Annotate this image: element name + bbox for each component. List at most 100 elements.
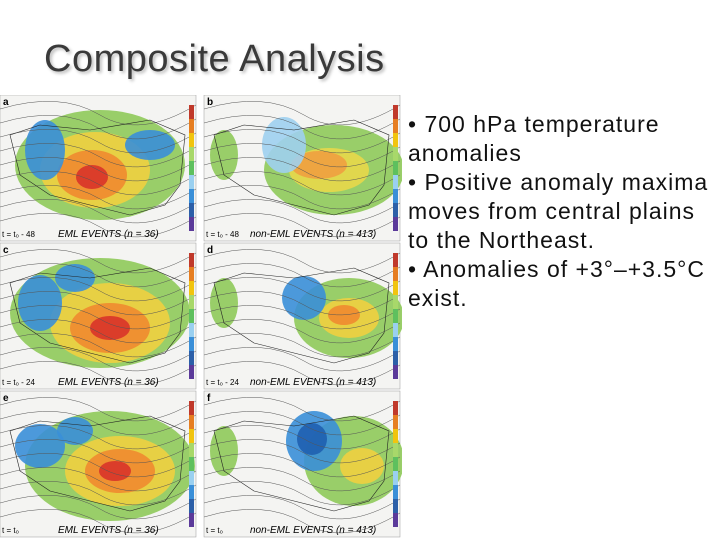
colorbar-segment: [189, 147, 194, 161]
colorbar-segment: [393, 267, 398, 281]
contour-line: [0, 213, 197, 238]
colorbar-segment: [189, 401, 194, 415]
panel-caption: non-EML EVENTS (n = 413): [250, 229, 376, 240]
contour-line: [0, 171, 197, 196]
colorbar-segment: [393, 365, 398, 379]
colorbar-segment: [393, 401, 398, 415]
panel-time: t = t₀ - 48: [2, 230, 35, 239]
map-panel: b t = t₀ - 48 non-EML EVENTS (n = 413): [203, 95, 402, 242]
bullet: • Positive anomaly maxima moves from cen…: [408, 169, 709, 253]
anomaly-region: [99, 461, 131, 481]
contour-line: [203, 143, 401, 168]
anomaly-region: [125, 130, 175, 160]
panel-letter: d: [207, 245, 213, 256]
contour-line: [203, 249, 401, 274]
anomaly-region: [262, 117, 306, 173]
contour-line: [0, 291, 197, 316]
colorbar-segment: [189, 203, 194, 217]
colorbar-segment: [393, 471, 398, 485]
colorbar-segment: [393, 133, 398, 147]
panel-time: t = t₀ - 24: [206, 378, 239, 387]
panel-caption: EML EVENTS (n = 36): [58, 525, 159, 536]
contour-line: [0, 495, 197, 520]
contour-line: [203, 199, 401, 224]
contour-line: [203, 347, 401, 372]
contour-line: [203, 319, 401, 344]
panel-time: t = t₀ - 24: [2, 378, 35, 387]
colorbar-segment: [189, 471, 194, 485]
bullet: • Anomalies of +3°–+3.5°C exist.: [408, 256, 705, 311]
colorbar-segment: [189, 281, 194, 295]
colorbar-segment: [189, 513, 194, 527]
colorbar-segment: [189, 443, 194, 457]
colorbar-segment: [393, 217, 398, 231]
colorbar-segment: [189, 323, 194, 337]
contour-line: [0, 411, 197, 436]
contour-line: [0, 277, 197, 302]
anomaly-region: [282, 276, 326, 320]
panel-letter: b: [207, 97, 213, 108]
contour-line: [0, 425, 197, 450]
panel-letter: e: [3, 393, 9, 404]
colorbar-segment: [393, 337, 398, 351]
contour-line: [0, 305, 197, 330]
contour-line: [203, 509, 401, 534]
colorbar-segment: [189, 133, 194, 147]
coastline: [9, 267, 186, 364]
colorbar-segment: [189, 457, 194, 471]
contour-line: [203, 361, 401, 386]
contour-line: [0, 129, 197, 154]
contour-line: [203, 453, 401, 478]
colorbar-segment: [393, 457, 398, 471]
contour-line: [0, 509, 197, 534]
contour-line: [203, 495, 401, 520]
contour-line: [203, 439, 401, 464]
contour-line: [0, 347, 197, 372]
anomaly-region: [90, 316, 130, 340]
contour-line: [203, 185, 401, 210]
colorbar-segment: [393, 203, 398, 217]
contour-line: [203, 333, 401, 358]
colorbar-segment: [189, 217, 194, 231]
contour-line: [0, 453, 197, 478]
panel-time: t = t₀: [2, 526, 19, 535]
contour-line: [203, 263, 401, 288]
colorbar-segment: [393, 513, 398, 527]
contour-line: [0, 185, 197, 210]
colorbar-segment: [189, 119, 194, 133]
contour-line: [203, 467, 401, 492]
panel-caption: EML EVENTS (n = 36): [58, 229, 159, 240]
bullet-list: • 700 hPa temperature anomalies • Positiv…: [408, 110, 718, 313]
contour-line: [203, 129, 401, 154]
contour-line: [0, 397, 197, 422]
anomaly-region: [210, 278, 238, 328]
colorbar-segment: [189, 189, 194, 203]
colorbar-segment: [393, 499, 398, 513]
contour-line: [0, 115, 197, 140]
anomaly-region: [340, 448, 384, 484]
map-panel: e t = t₀ EML EVENTS (n = 36): [0, 390, 197, 538]
contour-line: [203, 425, 401, 450]
contour-line: [203, 115, 401, 140]
contour-line: [203, 305, 401, 330]
colorbar-segment: [189, 365, 194, 379]
colorbar-segment: [189, 337, 194, 351]
contour-line: [203, 213, 401, 238]
colorbar-segment: [393, 253, 398, 267]
colorbar-segment: [393, 351, 398, 365]
contour-line: [0, 143, 197, 168]
colorbar-segment: [189, 175, 194, 189]
contour-line: [203, 157, 401, 182]
anomaly-region: [57, 417, 93, 445]
map-panel: a t = t₀ - 48 EML EVENTS (n = 36): [0, 95, 197, 242]
colorbar-segment: [393, 175, 398, 189]
colorbar-segment: [189, 295, 194, 309]
panel-caption: non-EML EVENTS (n = 413): [250, 377, 376, 388]
contour-line: [0, 101, 197, 126]
contour-line: [203, 411, 401, 436]
colorbar-segment: [393, 295, 398, 309]
contour-line: [0, 361, 197, 386]
colorbar-segment: [189, 415, 194, 429]
colorbar-segment: [393, 415, 398, 429]
contour-line: [203, 481, 401, 506]
